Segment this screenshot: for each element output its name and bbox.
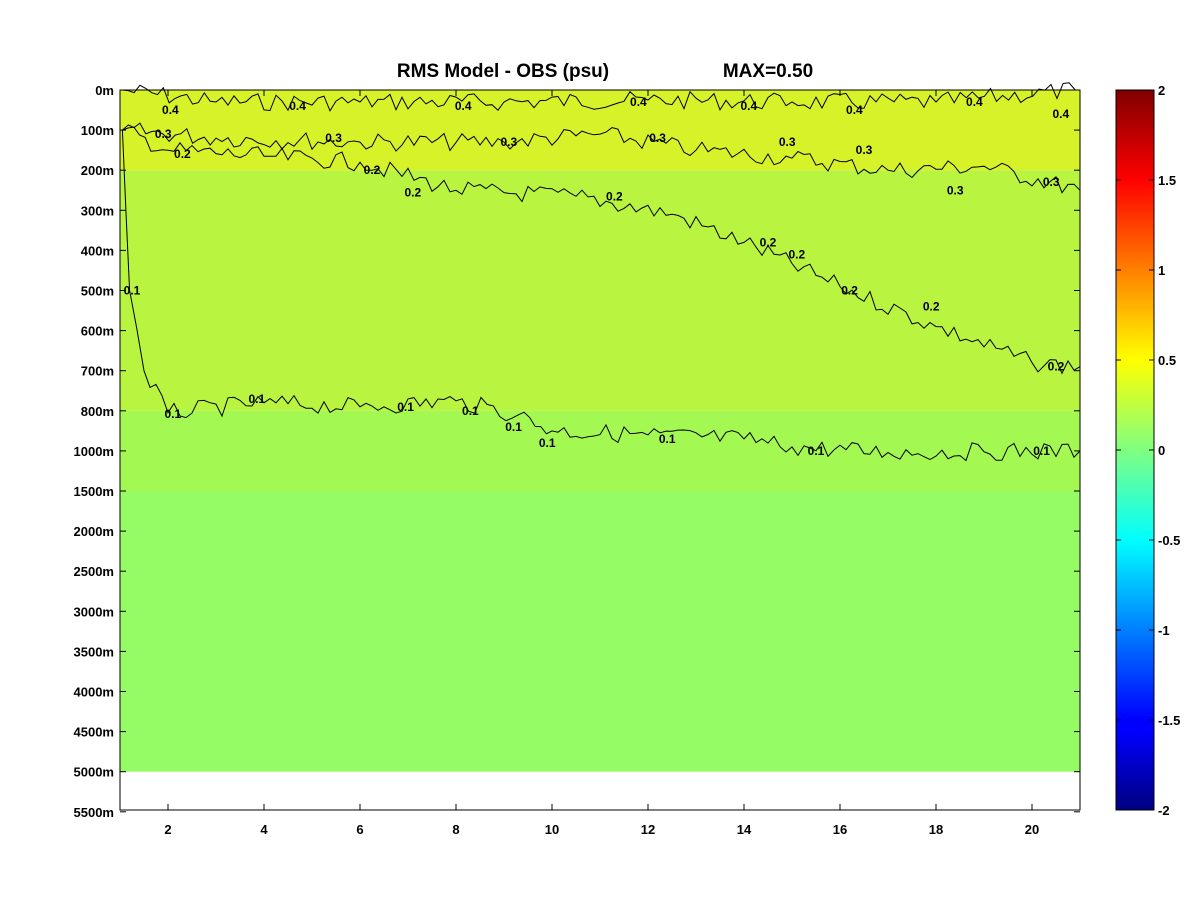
- contour-label: 0.2: [606, 189, 623, 203]
- contour-label: 0.1: [397, 400, 414, 414]
- x-tick-label: 18: [929, 822, 943, 837]
- contour-label: 0.4: [966, 95, 983, 109]
- colorbar-tick-label: 1.5: [1158, 173, 1176, 188]
- x-tick-label: 20: [1025, 822, 1039, 837]
- y-tick-label: 3500m: [74, 644, 114, 659]
- x-tick-label: 14: [737, 822, 752, 837]
- colorbar-tick-label: 2: [1158, 83, 1165, 98]
- colorbar-tick-label: -0.5: [1158, 533, 1180, 548]
- y-tick-label: 2000m: [74, 524, 114, 539]
- y-tick-label: 700m: [81, 364, 114, 379]
- contour-label: 0.1: [248, 392, 265, 406]
- y-tick-label: 1000m: [74, 444, 114, 459]
- contour-label: 0.1: [124, 284, 141, 298]
- colorbar: 2 1.5 1 0.5 0 -0.5 -1 -1.5 -2: [1115, 83, 1180, 818]
- contour-label: 0.3: [155, 127, 172, 141]
- contour-label: 0.1: [1033, 444, 1050, 458]
- plot-frame: [119, 89, 1081, 811]
- contour-labels: 0.4 0.4 0.4 0.4 0.4 0.40.40.40.3 0.3 0.3 0.3 0.30…: [124, 95, 1070, 458]
- fill-band-0: [120, 90, 1080, 171]
- contour-label: 0.4: [740, 99, 757, 113]
- contour-label: 0.4: [455, 99, 472, 113]
- contour-label: 0.1: [808, 444, 825, 458]
- x-tick-label: 6: [356, 822, 363, 837]
- colorbar-ticks: 2 1.5 1 0.5 0 -0.5 -1 -1.5 -2: [1116, 83, 1180, 818]
- y-tick-label: 200m: [81, 163, 114, 178]
- y-tick-label: 0m: [95, 83, 114, 98]
- contour-label: 0.1: [539, 436, 556, 450]
- colorbar-tick-label: 0.5: [1158, 353, 1176, 368]
- y-tick-label: 5500m: [74, 805, 114, 820]
- colorbar-tick-label: -1: [1158, 623, 1170, 638]
- contour-label: 0.1: [164, 407, 181, 421]
- chart-title: RMS Model - OBS (psu): [397, 61, 609, 82]
- contour-label: 0.2: [760, 235, 777, 249]
- contour-label: 0.2: [788, 247, 805, 261]
- contour-label: 0.3: [500, 135, 517, 149]
- y-tick-label: 600m: [81, 324, 114, 339]
- x-tick-label: 10: [545, 822, 559, 837]
- contour-lines: [121, 82, 1081, 462]
- contour-label: 0.3: [947, 183, 964, 197]
- contour-label: 0.1: [659, 432, 676, 446]
- colorbar-tick-label: -1.5: [1158, 713, 1180, 728]
- contour-line-0.2: [122, 126, 1081, 375]
- y-tick-label: 4500m: [74, 725, 114, 740]
- contour-label: 0.4: [289, 99, 306, 113]
- contour-label: 0.2: [923, 300, 940, 314]
- colorbar-tick-label: 0: [1158, 443, 1165, 458]
- fill-band-1: [120, 170, 1080, 411]
- y-tick-label: 300m: [81, 203, 114, 218]
- contour-label: 0.4: [162, 103, 179, 117]
- fill-band-3: [120, 491, 1080, 772]
- y-tick-label: 500m: [81, 284, 114, 299]
- x-tick-label: 12: [641, 822, 655, 837]
- plot-area: 0.4 0.4 0.4 0.4 0.4 0.40.40.40.3 0.3 0.3 0.3 0.30…: [74, 82, 1081, 837]
- y-tick-label: 1500m: [74, 484, 114, 499]
- contour-label: 0.2: [404, 185, 421, 199]
- contour-label: 0.2: [1048, 360, 1065, 374]
- y-tick-label: 400m: [81, 243, 114, 258]
- contour-label: 0.4: [846, 103, 863, 117]
- colorbar-tick-label: 1: [1158, 263, 1165, 278]
- x-tick-label: 8: [452, 822, 459, 837]
- contour-label: 0.1: [505, 420, 522, 434]
- colorbar-tick-label: -2: [1158, 803, 1170, 818]
- contour-label: 0.2: [364, 163, 381, 177]
- x-tick-label: 4: [260, 822, 268, 837]
- contour-label: 0.2: [174, 147, 191, 161]
- contour-label: 0.3: [1043, 175, 1060, 189]
- y-axis: 0m 100m 200m 300m 400m 500m 600m 700m 800m 1000m 1…: [74, 83, 1080, 820]
- max-annotation: MAX=0.50: [723, 61, 813, 82]
- fill-band-2: [120, 410, 1080, 491]
- contour-line-0.1: [121, 130, 1081, 462]
- y-tick-label: 100m: [81, 123, 114, 138]
- contour-label: 0.3: [779, 135, 796, 149]
- contour-label: 0.3: [856, 143, 873, 157]
- contour-label: 0.4: [630, 95, 647, 109]
- contour-label: 0.3: [325, 131, 342, 145]
- fill-bands: [120, 90, 1080, 772]
- contour-label: 0.3: [649, 131, 666, 145]
- contour-line-0.4: [122, 82, 1076, 112]
- y-tick-label: 800m: [81, 404, 114, 419]
- colorbar-gradient: [1115, 89, 1155, 811]
- contour-label: 0.2: [841, 284, 858, 298]
- x-tick-label: 16: [833, 822, 847, 837]
- contour-label: 0.1: [462, 404, 479, 418]
- x-axis: 2 4 6 8 10 12 14 16 18 20: [164, 90, 1039, 837]
- contour-label: 0.4: [1052, 107, 1069, 121]
- y-tick-label: 2500m: [74, 564, 114, 579]
- contour-line-0.3: [122, 122, 1081, 194]
- x-tick-label: 2: [164, 822, 171, 837]
- y-tick-label: 3000m: [74, 604, 114, 619]
- y-tick-label: 5000m: [74, 765, 114, 780]
- y-tick-label: 4000m: [74, 685, 114, 700]
